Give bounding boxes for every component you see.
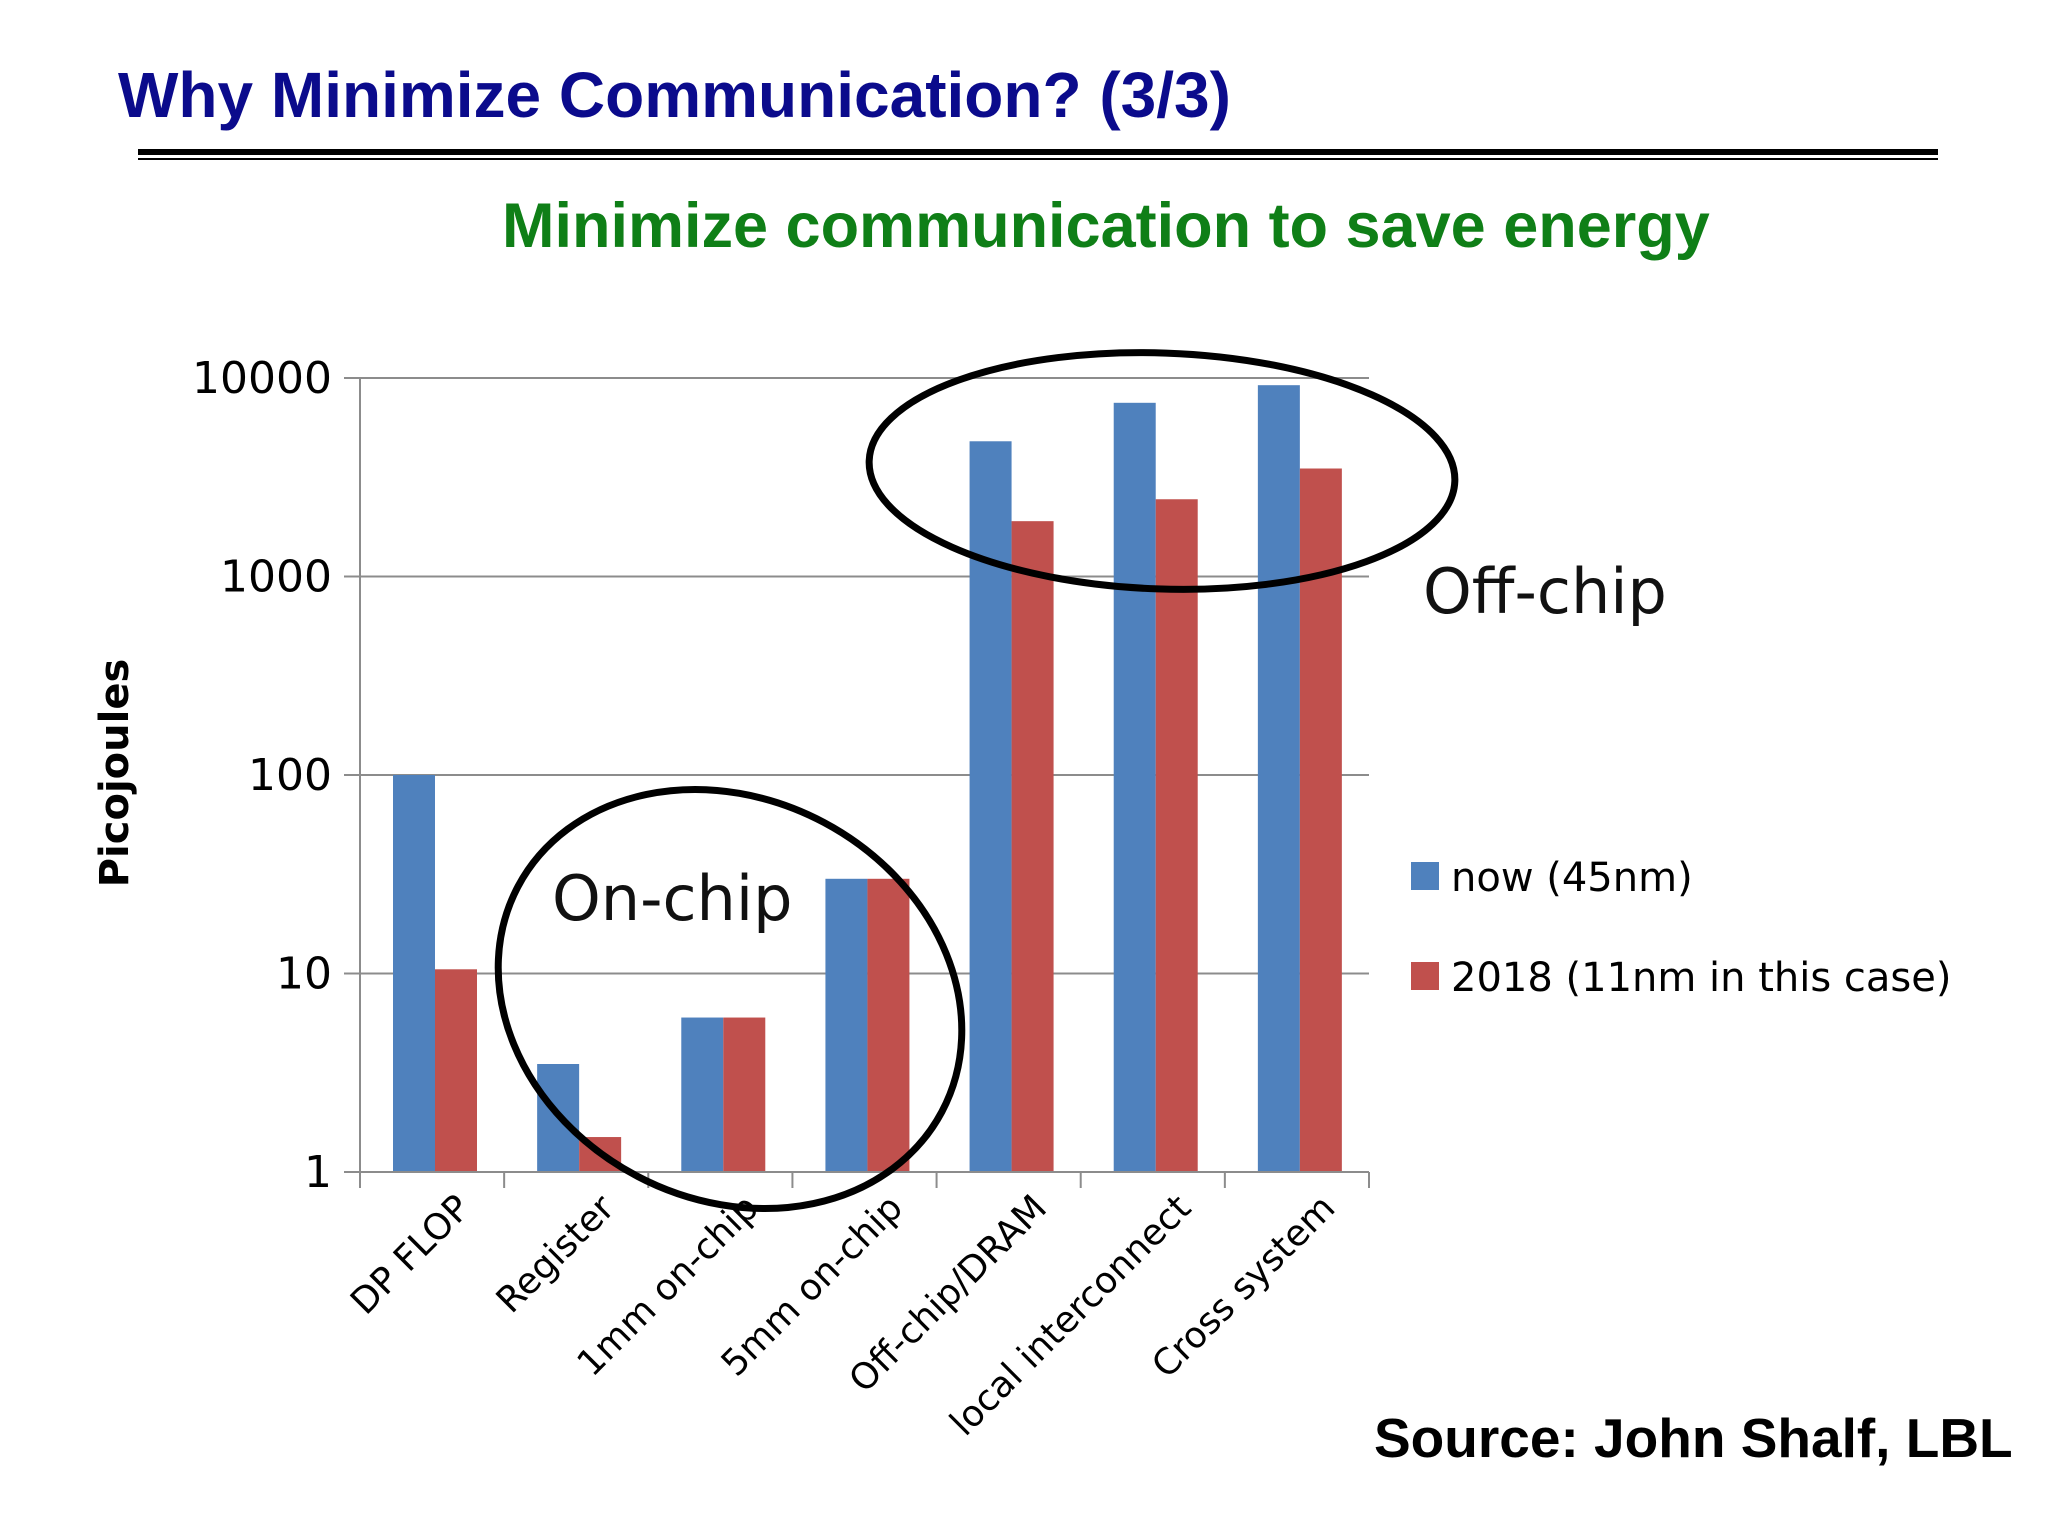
x-category-label: DP FLOP (343, 1187, 478, 1322)
x-category-label: local interconnect (943, 1187, 1200, 1444)
legend-label: now (45nm) (1451, 855, 1693, 901)
on-chip-label: On-chip (552, 862, 792, 935)
bar-2018 (1011, 521, 1054, 1172)
y-tick-label: 100 (248, 750, 332, 801)
annotations: On-chip Off-chip (494, 349, 1667, 1212)
title-rule (138, 149, 1938, 155)
y-tick-label: 1 (304, 1147, 332, 1198)
bar-2018 (723, 1017, 766, 1172)
y-tick-label: 10000 (192, 353, 332, 404)
bar-now (393, 775, 435, 1172)
bar-now (825, 878, 868, 1172)
source-credit: Source: John Shalf, LBL (1374, 1407, 2013, 1469)
bars (393, 385, 1342, 1173)
legend-swatch (1411, 962, 1439, 990)
bar-2018 (867, 878, 910, 1172)
y-tick-label: 10 (276, 949, 332, 1000)
y-tick-labels: 1 10 100 1000 10000 (192, 353, 332, 1198)
y-tick-label: 1000 (220, 552, 332, 603)
on-chip-ellipse (494, 786, 966, 1212)
bar-now (1113, 402, 1156, 1172)
legend-swatch (1411, 862, 1439, 890)
legend-label: 2018 (11nm in this case) (1451, 955, 1952, 1001)
slide-subtitle: Minimize communication to save energy (502, 191, 1710, 261)
y-axis-label: Picojoules (92, 659, 138, 888)
bar-now (1257, 385, 1300, 1172)
bar-now (969, 441, 1012, 1172)
off-chip-label: Off-chip (1423, 555, 1667, 628)
slide-title: Why Minimize Communication? (3/3) (118, 59, 1231, 131)
legend: now (45nm) 2018 (11nm in this case) (1411, 855, 1952, 1001)
title-rule-thin (138, 158, 1938, 160)
x-category-label: Register (489, 1187, 623, 1321)
bar-now (681, 1017, 724, 1172)
bar-2018 (1155, 499, 1198, 1173)
bar-2018 (1299, 468, 1342, 1172)
bar-2018 (435, 969, 477, 1172)
axes (359, 378, 1370, 1188)
off-chip-ellipse (865, 349, 1459, 593)
grid-lines (344, 377, 1369, 1173)
